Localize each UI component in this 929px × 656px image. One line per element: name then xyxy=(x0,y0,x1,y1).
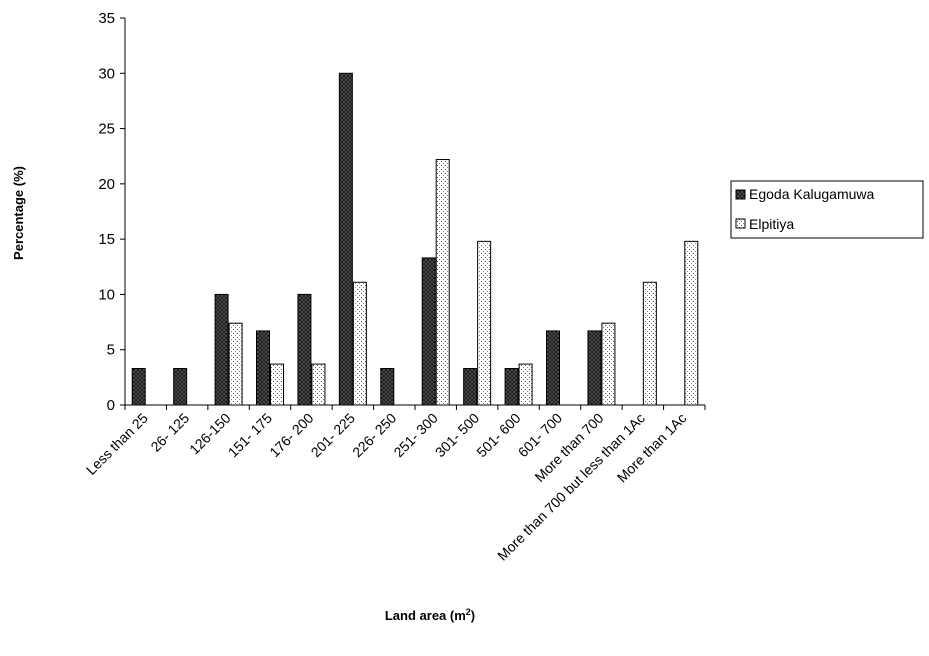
bar-egoda-kalugamuwa xyxy=(173,368,188,406)
bar-egoda-kalugamuwa xyxy=(463,368,478,406)
y-axis-title: Percentage (%) xyxy=(11,166,26,260)
legend-label-egoda-kalugamuwa: Egoda Kalugamuwa xyxy=(749,186,875,202)
x-axis-title: Land area (m2) xyxy=(385,607,475,623)
legend-frame xyxy=(730,180,924,239)
bar-elpitiya xyxy=(477,240,492,406)
y-tick-label: 30 xyxy=(98,65,115,82)
y-tick-label: 10 xyxy=(98,286,115,303)
x-tick-label: 301- 500 xyxy=(432,410,483,461)
x-axis-title-close: ) xyxy=(471,608,475,623)
y-tick-label: 15 xyxy=(98,231,115,248)
x-tick-label: 226- 250 xyxy=(349,410,400,461)
bar-egoda-kalugamuwa xyxy=(338,72,353,406)
legend-swatch-elpitiya xyxy=(735,218,746,229)
bars xyxy=(131,72,699,406)
x-axis xyxy=(124,404,706,410)
bar-elpitiya xyxy=(518,363,533,406)
bar-egoda-kalugamuwa xyxy=(380,368,395,406)
legend-swatch-egoda-kalugamuwa xyxy=(735,189,746,200)
x-tick-label: 26- 125 xyxy=(147,410,192,455)
bar-egoda-kalugamuwa xyxy=(504,368,519,406)
x-tick-label: 251- 300 xyxy=(390,410,441,461)
legend-label-elpitiya: Elpitiya xyxy=(749,216,794,232)
y-tick-label: 5 xyxy=(107,342,115,359)
bar-elpitiya xyxy=(435,159,450,406)
x-axis-title-main: Land area (m xyxy=(385,608,466,623)
x-tick-label: 151- 175 xyxy=(225,410,276,461)
bar-egoda-kalugamuwa xyxy=(131,368,146,406)
bar-egoda-kalugamuwa xyxy=(256,330,270,406)
bar-elpitiya xyxy=(228,322,243,406)
x-tick-label: Less than 25 xyxy=(83,410,151,478)
y-tick-label: 35 xyxy=(98,10,115,27)
bar-egoda-kalugamuwa xyxy=(587,330,602,406)
bar-elpitiya xyxy=(311,363,326,406)
bar-elpitiya xyxy=(601,322,616,406)
y-tick-label: 25 xyxy=(98,121,115,138)
bar-elpitiya xyxy=(270,363,284,406)
x-axis-title-sup: 2 xyxy=(466,607,471,617)
bar-elpitiya xyxy=(352,281,367,406)
x-tick-label: 201- 225 xyxy=(308,410,359,461)
bar-elpitiya xyxy=(642,281,657,406)
bar-elpitiya xyxy=(684,240,699,406)
x-tick-label: 176- 200 xyxy=(266,410,317,461)
y-tick-label: 20 xyxy=(98,176,115,193)
legend: Egoda Kalugamuwa Elpitiya xyxy=(730,180,924,239)
bar-egoda-kalugamuwa xyxy=(421,257,436,406)
y-tick-label: 0 xyxy=(107,397,115,414)
bar-egoda-kalugamuwa xyxy=(297,293,312,406)
x-tick-label: 501- 600 xyxy=(473,410,524,461)
bar-egoda-kalugamuwa xyxy=(214,293,229,406)
bar-egoda-kalugamuwa xyxy=(546,330,560,406)
y-axis: 0 5 10 15 20 25 30 35 xyxy=(98,10,126,414)
